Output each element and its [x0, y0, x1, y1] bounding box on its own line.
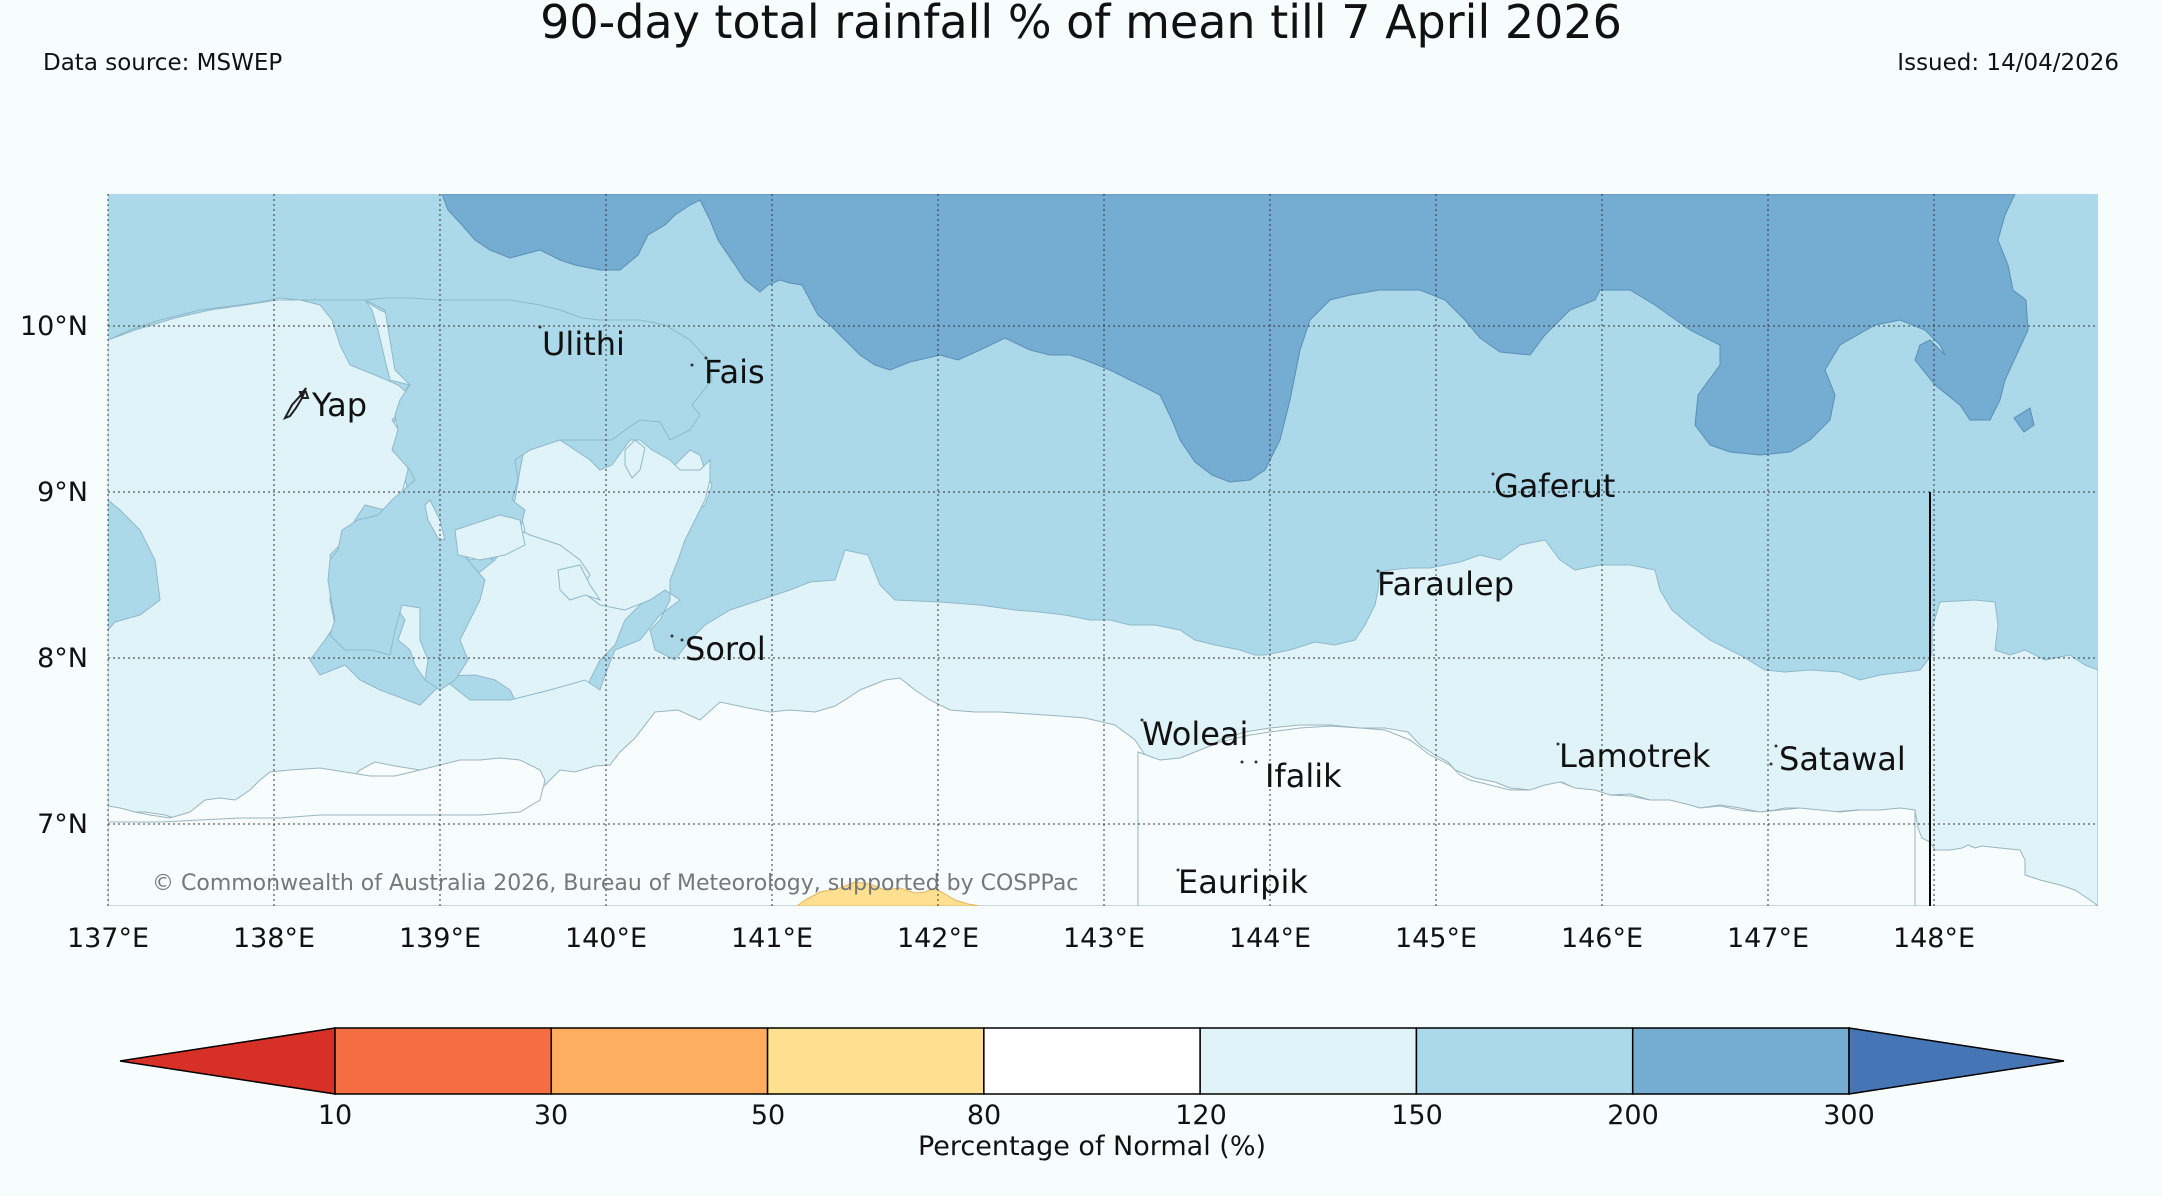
contour-120-150-pocket2 [557, 564, 602, 601]
place-label-satawal: Satawal [1779, 740, 1906, 778]
issued-date: Issued: 14/04/2026 [1897, 50, 2119, 76]
place-label-woleai: Woleai [1142, 715, 1248, 753]
y-tick-label: 10°N [20, 311, 88, 342]
y-tick-label: 9°N [37, 477, 88, 508]
colorbar-tick-label: 300 [1823, 1100, 1875, 1131]
colorbar-segment [1631, 1027, 1850, 1095]
place-label-ulithi: Ulithi [542, 325, 625, 363]
x-tick-label: 144°E [1229, 923, 1311, 954]
x-tick-label: 139°E [399, 923, 481, 954]
contour-120-150-pocket [454, 514, 526, 561]
place-label-gaferut: Gaferut [1494, 467, 1615, 505]
colorbar-tick-label: 30 [534, 1100, 568, 1131]
data-source: Data source: MSWEP [43, 50, 283, 76]
x-tick-label: 145°E [1395, 923, 1477, 954]
x-tick-label: 146°E [1561, 923, 1643, 954]
place-label-ifalik: Ifalik [1265, 757, 1342, 795]
place-label-fais: Fais [704, 353, 765, 391]
colorbar-segment [983, 1027, 1201, 1095]
x-tick-label: 140°E [565, 923, 647, 954]
x-axis-labels: 137°E 138°E 139°E 140°E 141°E 142°E 143°… [67, 923, 1975, 954]
place-label-faraulep: Faraulep [1377, 565, 1514, 603]
colorbar-ticks: 10 30 50 80 120 150 200 300 [318, 1100, 1875, 1131]
contour-80-120-west [108, 757, 546, 823]
copyright-notice: © Commonwealth of Australia 2026, Bureau… [152, 871, 1078, 896]
colorbar-extend-high [1848, 1027, 2065, 1095]
contour-120-150-pocket3 [624, 439, 646, 479]
colorbar-segment [1199, 1027, 1418, 1095]
colorbar-segment [1415, 1027, 1634, 1095]
contour-80-120-east [1137, 725, 1916, 906]
island-markers [538, 325, 1778, 872]
chart-title: 90-day total rainfall % of mean till 7 A… [540, 0, 1622, 49]
contour-200-300 [441, 194, 2029, 483]
colorbar-tick-label: 120 [1175, 1100, 1227, 1131]
colorbar-tick-label: 150 [1391, 1100, 1443, 1131]
colorbar-tick-label: 80 [967, 1100, 1001, 1131]
x-tick-label: 143°E [1063, 923, 1145, 954]
x-tick-label: 141°E [731, 923, 813, 954]
colorbar [119, 1027, 2065, 1095]
place-label-sorol: Sorol [685, 630, 766, 668]
place-label-lamotrek: Lamotrek [1559, 737, 1711, 775]
x-tick-label: 142°E [897, 923, 979, 954]
contour-50-80 [796, 881, 981, 906]
coast-yap [282, 387, 310, 420]
x-tick-label: 138°E [233, 923, 315, 954]
colorbar-label: Percentage of Normal (%) [918, 1131, 1266, 1162]
colorbar-extend-low [119, 1027, 336, 1095]
x-tick-label: 147°E [1727, 923, 1809, 954]
contour-150-200-island [108, 499, 161, 631]
colorbar-tick-label: 50 [751, 1100, 785, 1131]
x-tick-label: 137°E [67, 923, 149, 954]
y-tick-label: 8°N [37, 643, 88, 674]
place-labels: Yap Ulithi Fais Sorol Gaferut Faraulep W… [311, 325, 1906, 901]
colorbar-segment [334, 1027, 553, 1095]
y-axis-labels: 10°N 9°N 8°N 7°N [20, 311, 88, 840]
place-label-eauripik: Eauripik [1178, 863, 1308, 901]
colorbar-segment [550, 1027, 769, 1095]
grid [107, 194, 2098, 906]
rainfall-contours [108, 194, 2098, 906]
place-label-yap: Yap [311, 386, 367, 424]
contour-200-300-blob [2013, 407, 2035, 433]
x-tick-label: 148°E [1893, 923, 1975, 954]
colorbar-tick-label: 10 [318, 1100, 352, 1131]
y-tick-label: 7°N [37, 809, 88, 840]
colorbar-segment [766, 1027, 985, 1095]
colorbar-tick-label: 200 [1607, 1100, 1659, 1131]
